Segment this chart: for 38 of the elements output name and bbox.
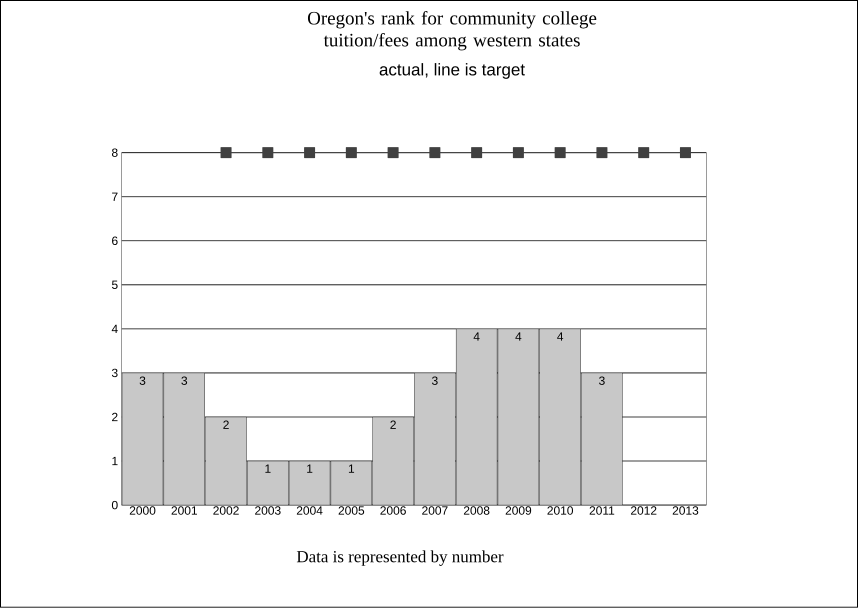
y-tick-label: 0 xyxy=(112,500,118,510)
x-tick-label: 2001 xyxy=(172,506,198,515)
y-tick-label: 3 xyxy=(112,368,118,378)
x-tick-label: 2007 xyxy=(422,506,448,515)
x-tick-label: 2009 xyxy=(506,506,532,515)
x-tick-label: 2002 xyxy=(213,506,239,515)
x-tick-label: 2003 xyxy=(255,506,281,515)
data-label: 3 xyxy=(140,376,146,386)
x-tick-label: 2008 xyxy=(464,506,490,515)
data-label: 4 xyxy=(515,332,522,341)
data-label: 3 xyxy=(181,376,188,386)
data-label: 1 xyxy=(307,464,312,473)
y-tick-label: 8 xyxy=(112,148,118,158)
chart-title: Oregon's rank for community college tuition/fees among western states xyxy=(308,11,596,51)
x-tick-label: 2006 xyxy=(380,506,406,515)
chart-subtitle: actual, line is target xyxy=(380,63,525,80)
x-tick-label: 2000 xyxy=(130,506,156,515)
x-tick-label: 2012 xyxy=(630,506,656,515)
y-tick-label: 2 xyxy=(112,412,118,422)
data-label: 2 xyxy=(223,420,229,429)
y-tick-label: 7 xyxy=(112,192,118,201)
y-tick-label: 4 xyxy=(112,324,118,334)
data-label: 1 xyxy=(265,464,271,473)
y-tick-label: 1 xyxy=(112,457,118,466)
y-tick-label: 5 xyxy=(112,280,118,290)
x-tick-label: 2004 xyxy=(296,506,323,515)
data-label: 2 xyxy=(390,420,396,429)
x-tick-label: 2005 xyxy=(338,506,364,515)
x-tick-label: 2013 xyxy=(672,506,698,515)
text: Data is represented by number xyxy=(296,550,504,566)
data-label: 4 xyxy=(557,332,564,341)
x-tick-label: 2010 xyxy=(547,506,574,515)
data-label: 4 xyxy=(474,332,480,341)
data-label: 1 xyxy=(348,464,354,473)
y-tick-label: 6 xyxy=(112,236,118,246)
x-tick-label: 2011 xyxy=(590,506,614,515)
data-label: 3 xyxy=(432,376,438,386)
data-label: 3 xyxy=(599,376,605,386)
